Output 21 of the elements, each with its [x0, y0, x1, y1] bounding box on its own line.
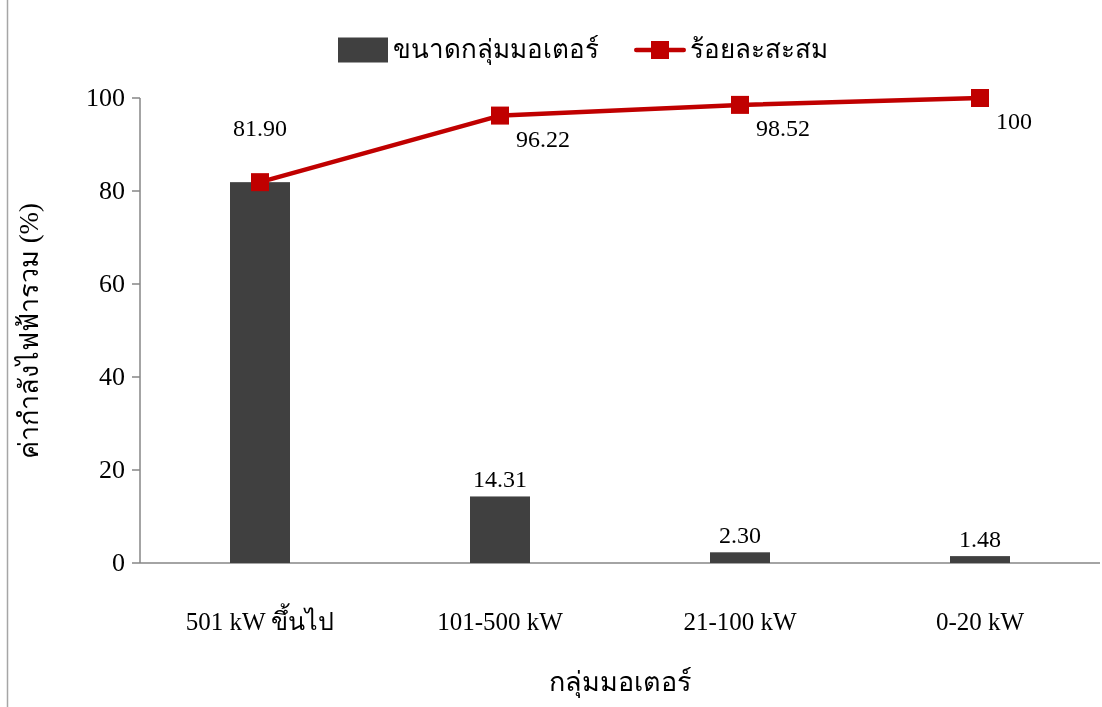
xlabel: กลุ่มมอเตอร์ — [548, 666, 692, 700]
x-tick-label: 501 kW ขึ้นไป — [185, 602, 335, 642]
ylabel: ค่ากำลังไฟฟ้ารวม (%) — [13, 202, 46, 459]
y-tick-label: 0 — [112, 547, 125, 580]
legend-label: ขนาดกลุ่มมอเตอร์ — [393, 34, 599, 67]
data-label: 1.48 — [959, 524, 1001, 554]
y-tick-label: 100 — [86, 82, 125, 115]
y-tick-label: 20 — [99, 454, 125, 487]
data-label: 81.90 — [233, 113, 287, 143]
legend-label: ร้อยละสะสม — [690, 34, 828, 67]
data-label: 14.31 — [473, 465, 527, 495]
data-label: 98.52 — [756, 113, 810, 143]
x-tick-label: 21-100 kW — [683, 607, 797, 637]
y-tick-label: 80 — [99, 175, 125, 208]
data-label: 100 — [996, 106, 1032, 136]
y-tick-label: 60 — [99, 268, 125, 301]
x-tick-label: 0-20 kW — [935, 607, 1025, 637]
x-tick-label: 101-500 kW — [437, 607, 563, 637]
y-tick-label: 40 — [99, 361, 125, 394]
data-label: 2.30 — [719, 521, 761, 551]
data-label: 96.22 — [516, 124, 570, 154]
